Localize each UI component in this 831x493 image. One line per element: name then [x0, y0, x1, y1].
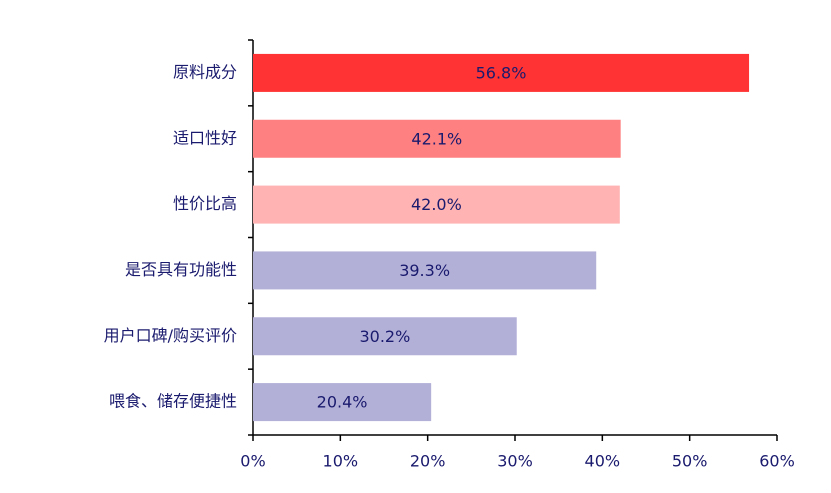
- bar: [253, 383, 432, 422]
- y-tick-label: 适口性好: [173, 128, 237, 147]
- x-tick-label: 20%: [410, 452, 446, 471]
- x-tick-label: 10%: [323, 452, 359, 471]
- x-tick-label: 40%: [585, 452, 621, 471]
- x-tick-label: 60%: [759, 452, 795, 471]
- y-tick-label: 是否具有功能性: [125, 260, 237, 279]
- y-tick-label: 喂食、储存便捷性: [109, 392, 237, 411]
- y-tick-label: 性价比高: [173, 194, 237, 213]
- value-label: 42.0%: [411, 195, 462, 214]
- value-label: 39.3%: [399, 261, 450, 280]
- value-label: 56.8%: [476, 63, 527, 82]
- value-label: 30.2%: [359, 327, 410, 346]
- x-tick-label: 50%: [672, 452, 708, 471]
- bar: [253, 317, 517, 356]
- value-label: 42.1%: [411, 129, 462, 148]
- value-label: 20.4%: [317, 393, 368, 412]
- bar: [253, 53, 750, 92]
- y-tick-label: 用户口碑/购买评价: [104, 326, 237, 345]
- bar: [253, 251, 597, 290]
- x-tick-label: 0%: [240, 452, 265, 471]
- x-tick-label: 30%: [497, 452, 533, 471]
- bar: [253, 119, 621, 158]
- bar: [253, 185, 620, 224]
- y-tick-label: 原料成分: [173, 62, 237, 81]
